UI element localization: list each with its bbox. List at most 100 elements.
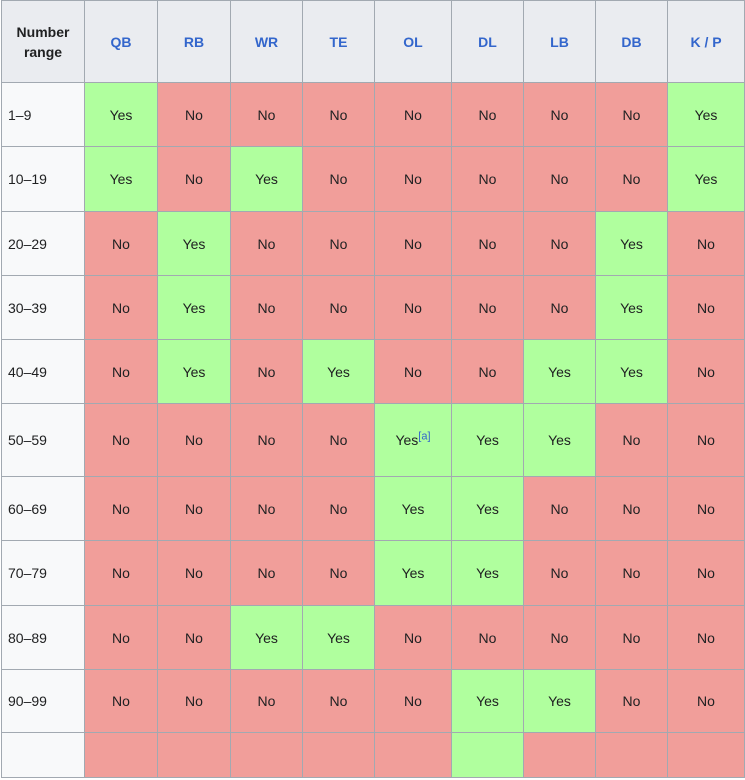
eligibility-value: No [622,106,641,123]
eligibility-cell: No [374,605,452,670]
eligibility-value: No [478,363,497,380]
position-link[interactable]: QB [110,33,132,50]
eligibility-value: No [478,235,497,252]
eligibility-cell: No [451,275,524,340]
position-link[interactable]: WR [254,33,279,50]
eligibility-value: No [622,693,641,709]
eligibility-cell: Yes [595,211,668,276]
eligibility-cell: No [451,211,524,276]
eligibility-value: Yes [476,432,499,448]
eligibility-cell: Yes [595,339,668,404]
table-row: 1–9 Yes No No No No No No No Yes [1,82,745,147]
position-header[interactable]: QB [84,0,158,83]
eligibility-value: No [404,363,422,380]
eligibility-value: No [257,235,276,252]
eligibility-cell: No [523,211,596,276]
eligibility-cell: No [84,275,158,340]
eligibility-cell: No [451,146,524,212]
eligibility-value: No [185,629,203,646]
eligibility-value: No [112,299,130,316]
eligibility-cell [451,732,524,778]
position-header[interactable]: LB [523,0,596,83]
eligibility-cell: No [302,540,375,606]
eligibility-cell: No [157,403,231,477]
eligibility-cell [523,732,596,778]
eligibility-cell: No [302,275,375,340]
eligibility-cell: Yes [374,476,452,541]
eligibility-cell: Yes [667,82,745,147]
eligibility-cell: Yes [157,211,231,276]
position-header[interactable]: OL [374,0,452,83]
eligibility-value: Yes [109,171,133,187]
eligibility-cell: No [302,476,375,541]
table-row: 90–99 No No No No No Yes Yes No No [1,669,745,733]
eligibility-cell: No [451,82,524,147]
eligibility-value: No [329,235,348,252]
eligibility-cell [595,732,668,778]
eligibility-cell: No [595,540,668,606]
eligibility-cell: No [595,403,668,477]
table-row: 10–19 Yes No Yes No No No No No Yes [1,146,745,212]
eligibility-cell: No [451,339,524,404]
eligibility-cell: No [595,82,668,147]
eligibility-value: Yes [476,693,499,709]
eligibility-value: Yes [694,106,718,123]
range-cell: 40–49 [1,339,85,404]
eligibility-cell: No [84,403,158,477]
position-header[interactable]: DB [595,0,668,83]
eligibility-value: No [697,432,715,448]
position-link[interactable]: OL [403,33,423,50]
eligibility-cell: No [595,476,668,541]
position-header[interactable]: WR [230,0,303,83]
eligibility-value: No [185,432,203,448]
eligibility-cell: No [84,339,158,404]
eligibility-cell: No [374,146,452,212]
eligibility-cell: Yes [374,540,452,606]
eligibility-cell: No [374,669,452,733]
eligibility-value: No [622,500,641,517]
eligibility-cell: No [523,275,596,340]
eligibility-value: Yes [476,565,499,581]
position-link[interactable]: DL [478,33,497,50]
eligibility-cell: No [523,605,596,670]
position-link-kicker[interactable]: K / P [690,33,722,50]
position-link[interactable]: TE [329,33,348,50]
eligibility-cell: Yes [302,605,375,670]
footnote-link[interactable]: [a] [418,430,431,443]
eligibility-cell: No [230,669,303,733]
footnote-reference[interactable]: [a] [418,430,430,442]
eligibility-cell: No [595,669,668,733]
eligibility-cell: Yes [451,669,524,733]
eligibility-cell: Yes [230,146,303,212]
eligibility-cell: No [523,146,596,212]
position-header[interactable]: TE [302,0,375,83]
eligibility-value: No [478,629,497,646]
position-link[interactable]: RB [183,33,205,50]
eligibility-cell: Yes [595,275,668,340]
position-header[interactable]: K / P [667,0,745,83]
position-link[interactable]: DB [621,33,642,50]
eligibility-cell: No [157,146,231,212]
position-header[interactable]: DL [451,0,524,83]
eligibility-cell: No [667,339,745,404]
number-range-header: Number range [1,0,85,83]
eligibility-cell [230,732,303,778]
eligibility-cell: No [84,540,158,606]
eligibility-value: No [257,299,276,316]
eligibility-value: Yes [620,363,643,380]
eligibility-value: No [329,299,348,316]
eligibility-value: No [697,363,715,380]
eligibility-value: No [257,432,276,448]
eligibility-cell: No [451,605,524,670]
eligibility-cell: No [595,146,668,212]
position-link[interactable]: LB [550,33,569,50]
eligibility-cell [157,732,231,778]
eligibility-value: No [329,432,348,448]
position-header[interactable]: RB [157,0,231,83]
eligibility-value: No [329,693,348,709]
eligibility-value: Yes [548,432,571,448]
eligibility-cell: No [230,403,303,477]
eligibility-cell: Yes [523,339,596,404]
eligibility-value: No [112,565,130,581]
range-cell: 90–99 [1,669,85,733]
